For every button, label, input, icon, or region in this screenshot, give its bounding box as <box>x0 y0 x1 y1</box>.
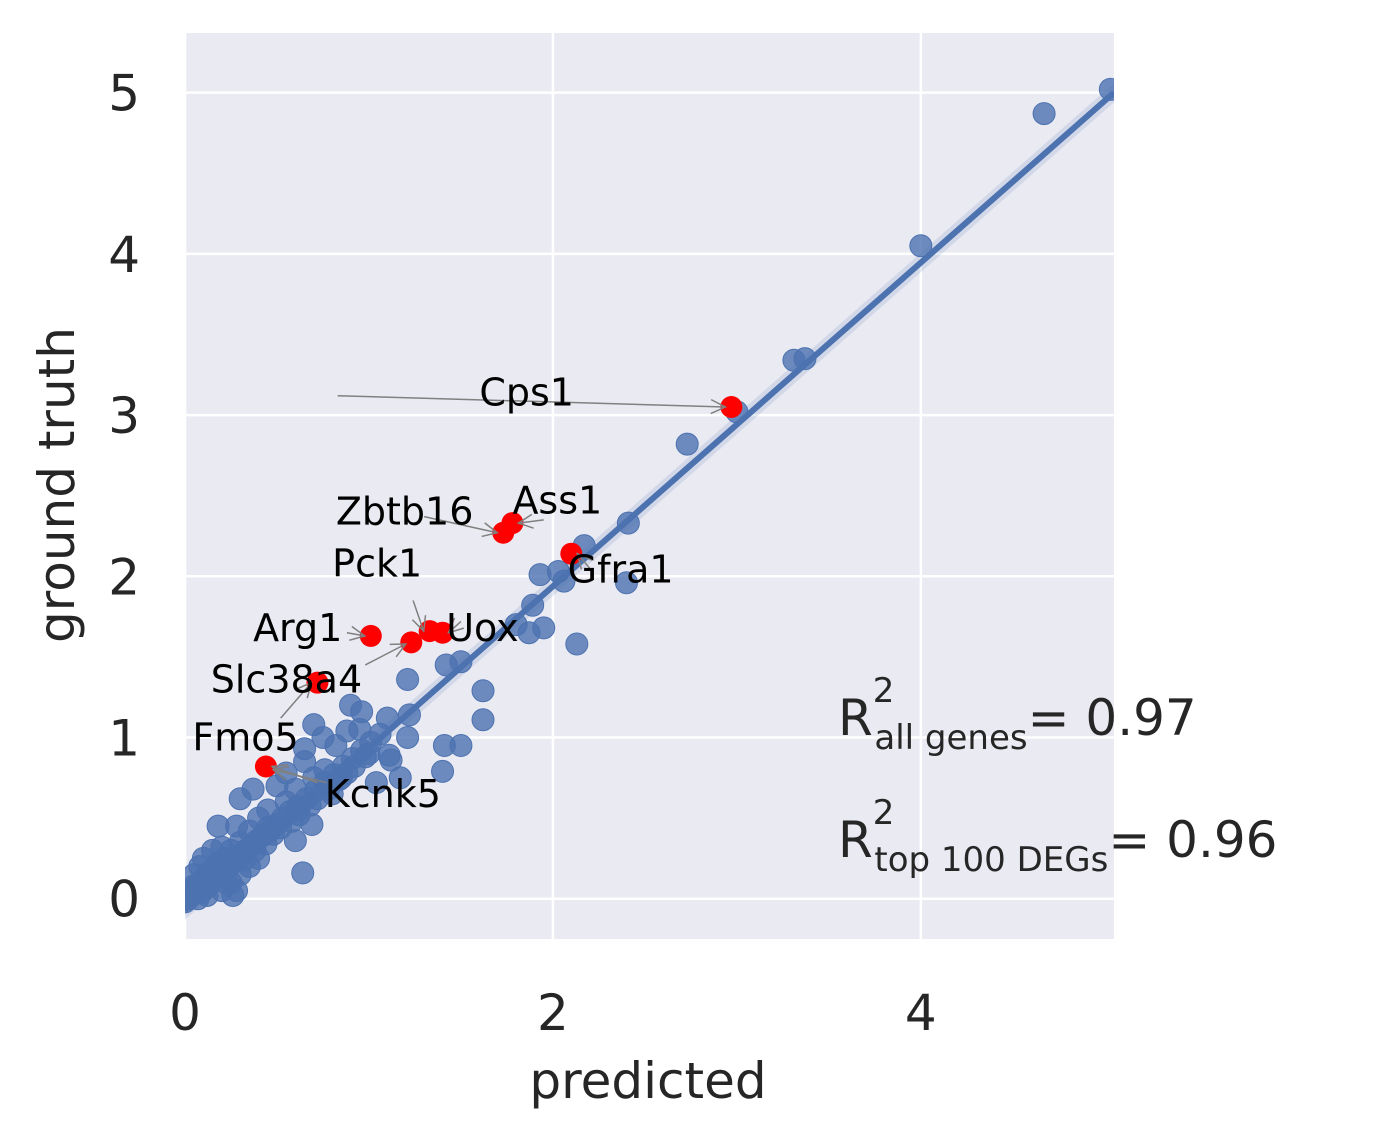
data-point <box>909 234 933 258</box>
data-point <box>396 725 420 749</box>
annotation-arrow <box>364 643 407 666</box>
data-point <box>471 679 495 703</box>
highlighted-points <box>254 396 743 778</box>
annotation-arrows <box>270 394 728 784</box>
annotation-arrow <box>518 519 544 524</box>
arrow-head <box>296 681 313 699</box>
highlight-point <box>306 671 329 694</box>
data-point <box>339 693 363 717</box>
gene-label: Slc38a4 <box>211 657 362 701</box>
data-point <box>431 759 455 783</box>
data-point <box>353 745 377 769</box>
arrow-head <box>271 765 290 781</box>
y-axis-label: ground truth <box>28 327 86 643</box>
arrow-head <box>516 513 534 529</box>
highlight-point <box>359 624 382 647</box>
r2-annotation: R2 all genes= 0.97 <box>838 671 1197 758</box>
arrow-head <box>576 552 593 570</box>
data-point <box>615 571 639 595</box>
x-tick-label: 0 <box>169 984 201 1042</box>
data-point <box>185 863 206 887</box>
data-point <box>396 667 420 691</box>
gene-label: Kcnk5 <box>325 772 441 816</box>
y-tick-label: 4 <box>108 226 140 284</box>
y-tick-label: 0 <box>108 871 140 929</box>
data-point <box>228 787 252 811</box>
data-point <box>532 616 556 640</box>
y-tick-label: 1 <box>108 709 140 767</box>
data-point <box>291 861 315 885</box>
arrow-head <box>389 643 408 658</box>
highlight-point <box>492 521 515 544</box>
data-point <box>377 743 401 767</box>
data-point <box>388 766 412 790</box>
gene-labels: Cps1 Ass1 Zbtb16 Gfra1 Uox Pck1 Arg1 Slc38a4 Fmo… <box>192 370 673 815</box>
y-tick-label: 3 <box>108 387 140 445</box>
annotation-arrow <box>576 553 591 569</box>
annotation-arrow <box>412 600 425 632</box>
data-point <box>195 883 219 907</box>
r2-annotation: R2 top 100 DEGs= 0.96 <box>838 793 1277 880</box>
data-point <box>293 750 317 774</box>
gene-label: Gfra1 <box>568 548 674 592</box>
data-point <box>565 632 589 656</box>
annotation-arrow <box>346 631 365 637</box>
data-point <box>1032 102 1056 126</box>
y-tick-label: 5 <box>108 65 140 123</box>
data-point <box>225 814 249 838</box>
highlight-point <box>720 396 743 419</box>
annotation-arrow <box>273 769 327 784</box>
gene-label: Arg1 <box>253 606 342 650</box>
regression-line <box>185 90 1114 913</box>
data-point <box>364 771 388 795</box>
gene-label: Uox <box>446 606 518 650</box>
fit-line <box>185 90 1114 913</box>
data-point <box>311 725 335 749</box>
r2-annotations: R2 all genes= 0.97 R2 top 100 DEGs= 0.96 <box>838 671 1277 880</box>
annotation-arrow <box>337 394 726 408</box>
gene-label: Pck1 <box>332 541 422 585</box>
x-tick-label: 2 <box>537 984 569 1042</box>
y-tick-label: 2 <box>108 548 140 606</box>
x-axis-label: predicted <box>529 1052 766 1110</box>
x-tick-labels: 0 2 4 <box>169 984 937 1042</box>
grid-lines <box>183 33 1114 939</box>
gene-label: Zbtb16 <box>336 490 474 534</box>
annotation-arrow <box>423 515 498 534</box>
annotation-arrow <box>448 620 462 634</box>
arrow-head <box>411 615 427 633</box>
y-tick-labels: 0 1 2 3 4 5 <box>108 65 140 929</box>
highlight-point <box>418 620 441 643</box>
data-point <box>449 734 473 758</box>
gene-label: Ass1 <box>512 478 602 522</box>
arrow-head <box>447 617 465 634</box>
annotation-arrow <box>280 682 313 719</box>
x-tick-label: 4 <box>905 984 937 1042</box>
highlight-point <box>254 755 277 778</box>
data-point <box>471 708 495 732</box>
highlight-point <box>400 631 423 654</box>
arrow-head <box>349 625 367 641</box>
data-point <box>675 432 699 456</box>
highlight-point <box>560 542 583 565</box>
data-point <box>201 838 225 862</box>
data-point <box>434 653 458 677</box>
arrow-head <box>481 522 499 538</box>
arrow-head <box>710 398 728 415</box>
gene-label: Cps1 <box>479 370 574 414</box>
data-point <box>221 883 245 907</box>
gene-label: Fmo5 <box>192 715 298 759</box>
